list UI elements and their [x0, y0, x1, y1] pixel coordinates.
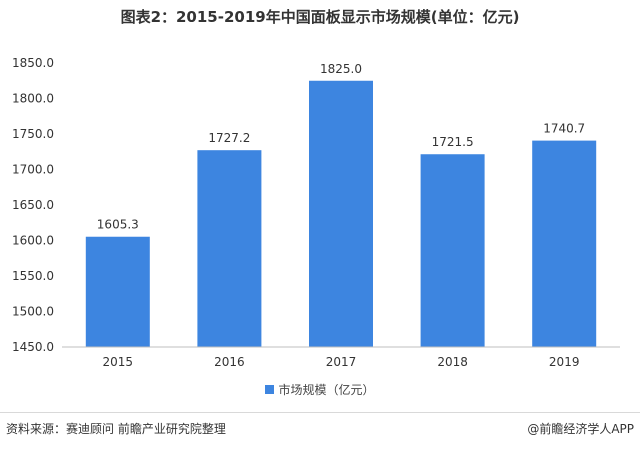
y-tick-label: 1450.0 [12, 340, 54, 354]
x-tick-label-2015: 2015 [103, 355, 134, 369]
x-tick-label-2019: 2019 [549, 355, 580, 369]
bar-chart: 1450.0 1500.0 1550.0 1600.0 1650.0 1700.0 1750… [12, 56, 620, 369]
source-note: 资料来源：赛迪顾问 前瞻产业研究院整理 [6, 422, 226, 436]
data-label-2017: 1825.0 [320, 62, 362, 76]
y-tick-label: 1550.0 [12, 269, 54, 283]
bar-2018 [420, 154, 485, 347]
legend-label: 市场规模（亿元） [278, 383, 375, 397]
legend: 市场规模（亿元） [0, 381, 640, 398]
bar-2016 [197, 150, 262, 347]
x-tick-label-2017: 2017 [326, 355, 357, 369]
x-tick-label-2016: 2016 [214, 355, 245, 369]
y-tick-label: 1700.0 [12, 163, 54, 177]
bar-2017 [309, 80, 373, 347]
footer-divider [0, 412, 640, 413]
y-tick-label: 1600.0 [12, 234, 54, 248]
bars [85, 80, 597, 347]
data-labels: 1605.3 1727.2 1825.0 1721.5 1740.7 [97, 62, 585, 232]
y-axis: 1450.0 1500.0 1550.0 1600.0 1650.0 1700.0 1750… [12, 56, 54, 354]
y-tick-label: 1750.0 [12, 127, 54, 141]
y-tick-label: 1850.0 [12, 56, 54, 70]
y-tick-label: 1500.0 [12, 305, 54, 319]
y-tick-label: 1650.0 [12, 198, 54, 212]
data-label-2019: 1740.7 [543, 122, 585, 136]
bar-2015 [85, 236, 150, 347]
bar-2019 [532, 140, 597, 347]
legend-swatch [265, 385, 275, 394]
x-tick-label-2018: 2018 [437, 355, 468, 369]
data-label-2015: 1605.3 [97, 218, 139, 232]
chart-title: 图表2：2015-2019年中国面板显示市场规模(单位：亿元) [120, 8, 520, 26]
x-axis: 2015 2016 2017 2018 2019 [62, 346, 620, 369]
brand-credit: @前瞻经济学人APP [527, 422, 634, 436]
data-label-2016: 1727.2 [208, 131, 250, 145]
y-tick-label: 1800.0 [12, 92, 54, 106]
data-label-2018: 1721.5 [432, 135, 474, 149]
